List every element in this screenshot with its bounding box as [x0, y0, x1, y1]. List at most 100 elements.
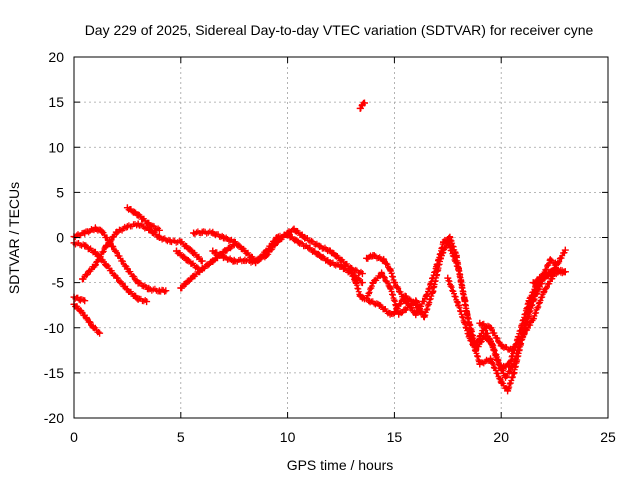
data-point [183, 256, 191, 264]
data-point [134, 295, 142, 303]
data-point [358, 279, 366, 287]
data-point [81, 242, 89, 250]
data-point [190, 229, 198, 237]
y-tick-label: -20 [44, 410, 64, 426]
series-trace-c [70, 224, 170, 295]
data-point [497, 378, 505, 386]
data-point [155, 226, 163, 234]
data-point [209, 247, 217, 255]
data-point [497, 342, 505, 350]
axis-ticks: 0 5 10 15 20 25 -20 -15 -10 -5 0 5 10 15 20 [44, 49, 616, 445]
data-point [96, 329, 104, 337]
data-point [418, 310, 426, 318]
x-tick-label: 0 [70, 429, 78, 445]
data-point [337, 262, 345, 270]
data-point [134, 220, 142, 228]
data-point [540, 288, 548, 296]
series-trace-f [123, 204, 163, 234]
y-tick-label: 0 [56, 230, 64, 246]
data-point [472, 346, 480, 354]
data-point [305, 244, 313, 252]
data-point [113, 228, 121, 236]
data-point [363, 254, 371, 262]
chart-title: Day 229 of 2025, Sidereal Day-to-day VTE… [85, 22, 594, 38]
data-point [198, 257, 206, 265]
data-point [551, 265, 559, 273]
data-point [380, 256, 388, 264]
data-point [166, 237, 174, 245]
data-point [463, 310, 471, 318]
data-point [401, 292, 409, 300]
data-point [369, 252, 377, 259]
data-point [290, 225, 298, 233]
data-series [70, 99, 569, 395]
data-point [378, 270, 386, 278]
data-point [476, 319, 484, 327]
data-point [386, 310, 394, 318]
data-point [444, 274, 452, 282]
data-point [356, 292, 364, 300]
data-point [81, 229, 89, 237]
data-point [316, 252, 324, 259]
series-trace-r [529, 246, 569, 287]
data-point [143, 298, 151, 306]
series-trace-j [209, 230, 366, 287]
data-point [326, 259, 334, 267]
data-point [252, 259, 260, 267]
data-point [102, 243, 110, 250]
series-trace-b [70, 300, 104, 337]
y-tick-label: 15 [48, 94, 64, 110]
y-tick-label: -5 [52, 275, 65, 291]
data-point [444, 238, 452, 246]
data-point [386, 283, 394, 291]
data-point [561, 246, 569, 254]
data-point [412, 310, 420, 318]
y-tick-label: 10 [48, 139, 64, 155]
x-tick-label: 15 [387, 429, 403, 445]
data-point [220, 234, 227, 241]
y-tick-label: 20 [48, 49, 64, 65]
data-point [262, 247, 270, 255]
data-point [395, 310, 403, 318]
series-trace-a [70, 293, 89, 305]
series-trace [71, 239, 149, 305]
series-trace-g [173, 247, 202, 272]
data-point [365, 297, 373, 305]
data-point [188, 274, 195, 282]
data-point [480, 333, 488, 341]
data-point [220, 253, 227, 261]
data-point [519, 333, 527, 341]
data-point [437, 252, 445, 259]
data-point [352, 279, 360, 287]
data-point [316, 243, 324, 250]
series-trace-o [365, 292, 426, 318]
data-point [123, 204, 131, 212]
data-point [529, 315, 537, 323]
data-point [390, 308, 398, 316]
data-point [510, 369, 518, 377]
x-tick-label: 10 [280, 429, 296, 445]
data-point [241, 247, 249, 255]
data-point [91, 261, 99, 269]
series-trace-k [356, 99, 368, 112]
data-point [502, 373, 509, 381]
data-point [412, 301, 420, 309]
data-point [91, 249, 99, 257]
data-point [326, 247, 334, 255]
data-point [198, 228, 206, 236]
data-point [83, 315, 91, 323]
data-point [390, 279, 398, 287]
data-point [493, 355, 501, 363]
series-trace-d [70, 239, 151, 306]
data-point [487, 337, 494, 345]
data-point [510, 360, 518, 368]
data-point [455, 265, 462, 273]
data-point [108, 243, 116, 250]
data-point [76, 307, 84, 315]
data-point [301, 234, 309, 241]
data-point [155, 234, 163, 241]
data-point [76, 296, 84, 304]
data-point [241, 256, 249, 264]
data-point [134, 211, 142, 219]
